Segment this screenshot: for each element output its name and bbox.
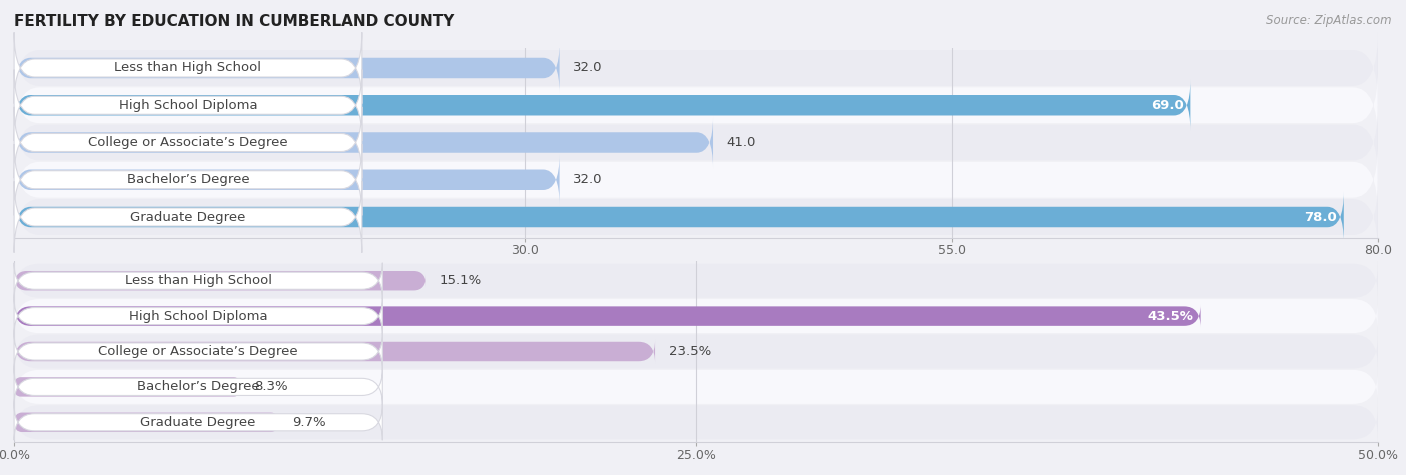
- Text: 32.0: 32.0: [574, 61, 603, 75]
- FancyBboxPatch shape: [14, 299, 1378, 333]
- FancyBboxPatch shape: [14, 413, 278, 432]
- Text: 32.0: 32.0: [574, 173, 603, 186]
- FancyBboxPatch shape: [14, 107, 1378, 178]
- FancyBboxPatch shape: [14, 298, 382, 334]
- FancyBboxPatch shape: [14, 263, 382, 299]
- FancyBboxPatch shape: [14, 191, 1344, 243]
- Text: 9.7%: 9.7%: [292, 416, 326, 429]
- Text: Bachelor’s Degree: Bachelor’s Degree: [127, 173, 249, 186]
- Text: College or Associate’s Degree: College or Associate’s Degree: [89, 136, 288, 149]
- Text: Bachelor’s Degree: Bachelor’s Degree: [136, 380, 260, 393]
- FancyBboxPatch shape: [14, 271, 426, 290]
- FancyBboxPatch shape: [14, 264, 1378, 298]
- FancyBboxPatch shape: [14, 404, 382, 440]
- FancyBboxPatch shape: [14, 405, 1378, 439]
- FancyBboxPatch shape: [14, 369, 382, 405]
- Text: Less than High School: Less than High School: [125, 274, 271, 287]
- FancyBboxPatch shape: [14, 32, 1378, 104]
- FancyBboxPatch shape: [14, 370, 1378, 404]
- FancyBboxPatch shape: [14, 340, 655, 363]
- FancyBboxPatch shape: [14, 69, 1378, 141]
- FancyBboxPatch shape: [14, 107, 361, 178]
- FancyBboxPatch shape: [14, 154, 560, 205]
- Text: 78.0: 78.0: [1305, 210, 1337, 224]
- Text: 15.1%: 15.1%: [440, 274, 482, 287]
- Text: 23.5%: 23.5%: [669, 345, 711, 358]
- Text: Less than High School: Less than High School: [114, 61, 262, 75]
- FancyBboxPatch shape: [14, 334, 1378, 369]
- Text: Graduate Degree: Graduate Degree: [131, 210, 246, 224]
- FancyBboxPatch shape: [14, 69, 361, 141]
- FancyBboxPatch shape: [14, 377, 240, 397]
- FancyBboxPatch shape: [14, 304, 1201, 328]
- FancyBboxPatch shape: [14, 333, 382, 370]
- Text: Source: ZipAtlas.com: Source: ZipAtlas.com: [1267, 14, 1392, 27]
- Text: Graduate Degree: Graduate Degree: [141, 416, 256, 429]
- FancyBboxPatch shape: [14, 117, 713, 168]
- FancyBboxPatch shape: [14, 144, 1378, 216]
- FancyBboxPatch shape: [14, 42, 560, 94]
- FancyBboxPatch shape: [14, 32, 361, 104]
- Text: 41.0: 41.0: [727, 136, 756, 149]
- FancyBboxPatch shape: [14, 181, 361, 253]
- Text: 69.0: 69.0: [1150, 99, 1184, 112]
- FancyBboxPatch shape: [14, 80, 1191, 131]
- FancyBboxPatch shape: [14, 181, 1378, 253]
- Text: High School Diploma: High School Diploma: [118, 99, 257, 112]
- Text: High School Diploma: High School Diploma: [129, 310, 267, 323]
- Text: FERTILITY BY EDUCATION IN CUMBERLAND COUNTY: FERTILITY BY EDUCATION IN CUMBERLAND COU…: [14, 14, 454, 29]
- FancyBboxPatch shape: [14, 144, 361, 216]
- Text: College or Associate’s Degree: College or Associate’s Degree: [98, 345, 298, 358]
- Text: 8.3%: 8.3%: [254, 380, 288, 393]
- Text: 43.5%: 43.5%: [1147, 310, 1194, 323]
